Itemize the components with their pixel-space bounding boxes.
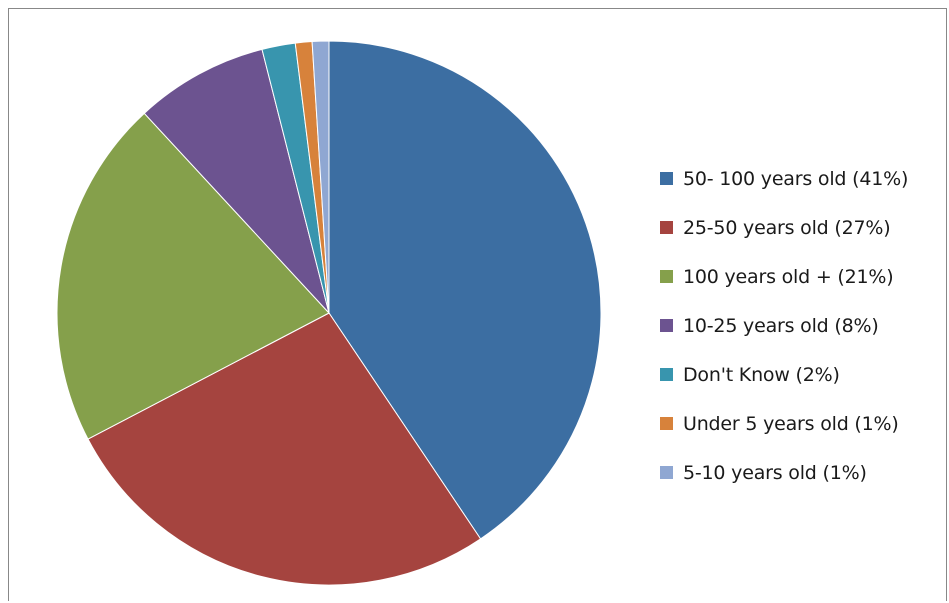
legend-item: 50- 100 years old (41%): [660, 154, 908, 203]
legend-label: 50- 100 years old (41%): [683, 167, 909, 190]
legend-swatch: [660, 368, 673, 381]
pie-slice: [328, 40, 602, 540]
pie-slice: [311, 40, 330, 314]
legend-label: 100 years old + (21%): [683, 265, 894, 288]
legend-item: 5-10 years old (1%): [660, 448, 908, 497]
chart-legend: 50- 100 years old (41%) 25-50 years old …: [660, 154, 908, 497]
legend-label: 25-50 years old (27%): [683, 216, 891, 239]
pie-chart: [56, 40, 602, 586]
legend-swatch: [660, 466, 673, 479]
legend-label: 10-25 years old (8%): [683, 314, 879, 337]
legend-swatch: [660, 319, 673, 332]
legend-swatch: [660, 221, 673, 234]
legend-swatch: [660, 417, 673, 430]
pie-slice: [143, 48, 330, 314]
legend-label: 5-10 years old (1%): [683, 461, 867, 484]
legend-swatch: [660, 172, 673, 185]
pie-slice: [87, 312, 482, 586]
legend-item: 25-50 years old (27%): [660, 203, 908, 252]
legend-item: Under 5 years old (1%): [660, 399, 908, 448]
pie-slice: [56, 112, 330, 440]
legend-swatch: [660, 270, 673, 283]
chart-area: 50- 100 years old (41%) 25-50 years old …: [8, 8, 947, 601]
legend-label: Don't Know (2%): [683, 363, 840, 386]
legend-item: Don't Know (2%): [660, 350, 908, 399]
legend-label: Under 5 years old (1%): [683, 412, 899, 435]
legend-item: 100 years old + (21%): [660, 252, 908, 301]
legend-item: 10-25 years old (8%): [660, 301, 908, 350]
